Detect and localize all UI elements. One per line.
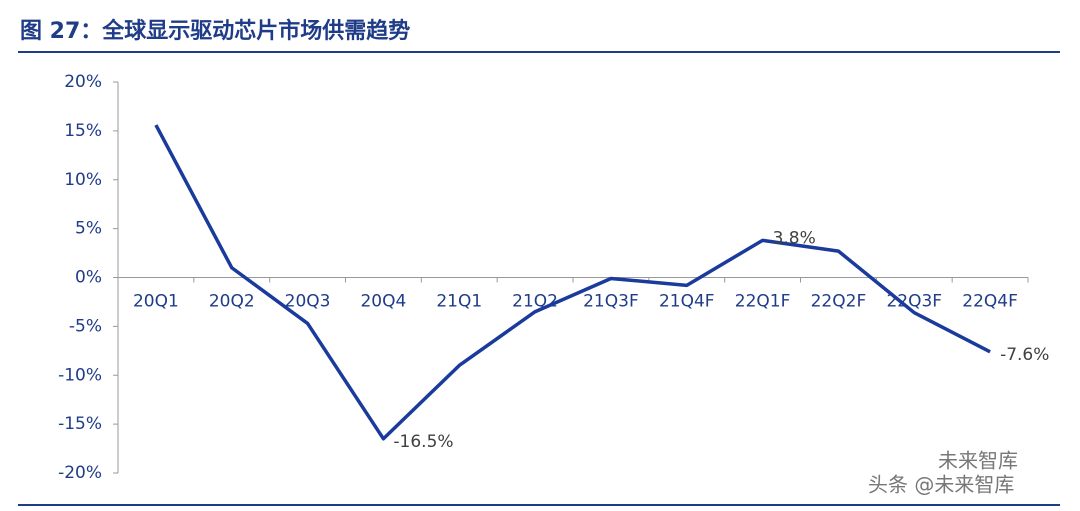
y-tick-label: 0% xyxy=(75,268,102,288)
y-tick-label: 15% xyxy=(64,121,102,141)
x-tick-label: 22Q4F xyxy=(962,292,1018,312)
data-label: -16.5% xyxy=(393,432,453,452)
x-tick-label: 20Q2 xyxy=(209,292,255,312)
data-label: -7.6% xyxy=(1000,345,1049,365)
chart-title: 图 27：全球显示驱动芯片市场供需趋势 xyxy=(20,18,410,44)
x-tick-label: 21Q2 xyxy=(512,292,558,312)
x-tick-label: 21Q3F xyxy=(583,292,639,312)
y-tick-label: -10% xyxy=(58,365,102,385)
data-label: 3.8% xyxy=(773,228,816,248)
y-tick-label: -15% xyxy=(58,414,102,434)
y-tick-label: -5% xyxy=(69,316,102,336)
watermark: 头条 @未来智库 xyxy=(868,473,1014,497)
x-tick-label: 22Q3F xyxy=(886,292,942,312)
x-tick-label: 22Q2F xyxy=(811,292,867,312)
y-tick-label: 5% xyxy=(75,219,102,239)
x-tick-label: 21Q1 xyxy=(436,292,482,312)
x-tick-label: 21Q4F xyxy=(659,292,715,312)
watermark: 未来智库 xyxy=(938,449,1018,473)
x-tick-label: 20Q4 xyxy=(360,292,406,312)
line xyxy=(154,124,991,441)
x-tick-label: 22Q1F xyxy=(735,292,791,312)
x-tick-label: 20Q1 xyxy=(133,292,179,312)
y-tick-label: 20% xyxy=(64,72,102,92)
x-tick-label: 20Q3 xyxy=(285,292,331,312)
y-tick-label: 10% xyxy=(64,170,102,190)
y-tick-label: -20% xyxy=(58,463,102,483)
